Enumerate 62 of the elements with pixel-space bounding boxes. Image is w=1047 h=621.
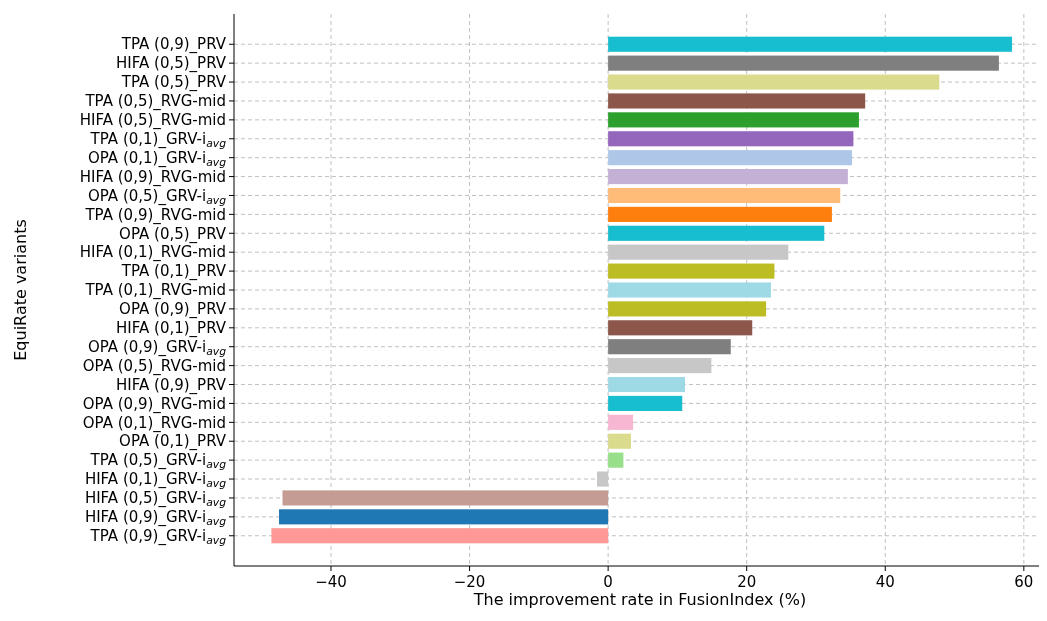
y-tick-label: OPA (0,5)_GRV-i$_{avg}$: [87, 186, 227, 207]
bar: [608, 433, 631, 449]
bar: [608, 282, 771, 298]
bar: [279, 509, 609, 525]
bar: [608, 112, 859, 128]
x-tick-label: −20: [453, 573, 486, 591]
bar: [608, 301, 767, 317]
bar: [608, 358, 712, 374]
y-tick-label: TPA (0,5)_PRV: [120, 73, 227, 93]
y-tick-label: HIFA (0,1)_GRV-i$_{avg}$: [84, 470, 227, 491]
bar: [608, 36, 1013, 52]
bar: [608, 244, 789, 260]
bar: [282, 490, 609, 506]
y-tick-label: TPA (0,9)_PRV: [120, 35, 227, 55]
y-tick-label: OPA (0,1)_GRV-i$_{avg}$: [87, 148, 227, 169]
y-tick-label: HIFA (0,9)_GRV-i$_{avg}$: [84, 508, 227, 529]
bar: [608, 131, 854, 147]
y-tick-label: OPA (0,9)_RVG-mid: [82, 394, 226, 414]
bar: [608, 339, 731, 355]
y-tick-label: TPA (0,5)_RVG-mid: [84, 92, 226, 112]
bar: [597, 471, 609, 487]
y-tick-label: OPA (0,5)_RVG-mid: [82, 356, 226, 376]
y-axis-title: EquiRate variants: [11, 219, 30, 361]
bar: [608, 55, 999, 71]
y-tick-label: OPA (0,9)_PRV: [119, 300, 227, 320]
bar: [608, 320, 753, 336]
bar: [608, 74, 940, 90]
x-tick-label: 60: [1014, 573, 1034, 591]
x-axis-title: The improvement rate in FusionIndex (%): [472, 590, 807, 609]
y-tick-label: HIFA (0,1)_PRV: [116, 319, 227, 339]
y-tick-label: TPA (0,9)_GRV-i$_{avg}$: [89, 527, 227, 547]
bar: [608, 225, 825, 241]
bar: [271, 528, 609, 544]
x-tick-label: 0: [603, 573, 613, 591]
y-tick-label: TPA (0,5)_GRV-i$_{avg}$: [89, 451, 227, 472]
y-tick-label: HIFA (0,5)_PRV: [116, 54, 227, 74]
bar: [608, 414, 634, 430]
bar: [608, 150, 853, 166]
y-tick-label: OPA (0,9)_GRV-i$_{avg}$: [87, 337, 227, 358]
y-tick-label: OPA (0,1)_RVG-mid: [82, 413, 226, 433]
y-tick-label: OPA (0,1)_PRV: [119, 432, 227, 452]
y-tick-label: TPA (0,1)_PRV: [120, 262, 227, 282]
x-tick-label: −40: [315, 573, 347, 591]
bar: [608, 169, 848, 185]
x-tick-label: 20: [737, 573, 757, 591]
y-tick-label: OPA (0,5)_PRV: [119, 224, 227, 244]
bar: [608, 452, 624, 468]
bar: [608, 187, 841, 204]
y-tick-label: HIFA (0,9)_PRV: [116, 375, 227, 395]
bar: [608, 376, 686, 393]
y-tick-label: HIFA (0,5)_GRV-i$_{avg}$: [84, 489, 227, 510]
y-tick-label: HIFA (0,5)_RVG-mid: [79, 111, 226, 131]
y-tick-label: TPA (0,1)_RVG-mid: [84, 281, 226, 301]
bar: [608, 93, 866, 109]
bar: [608, 395, 683, 411]
y-tick-label: HIFA (0,9)_RVG-mid: [79, 167, 226, 187]
y-tick-label: TPA (0,1)_GRV-i$_{avg}$: [89, 130, 227, 151]
x-tick-label: 40: [875, 573, 895, 591]
y-tick-label: TPA (0,9)_RVG-mid: [84, 205, 226, 225]
bar: [608, 206, 832, 222]
bar: [608, 263, 775, 279]
y-tick-label: HIFA (0,1)_RVG-mid: [79, 243, 226, 263]
